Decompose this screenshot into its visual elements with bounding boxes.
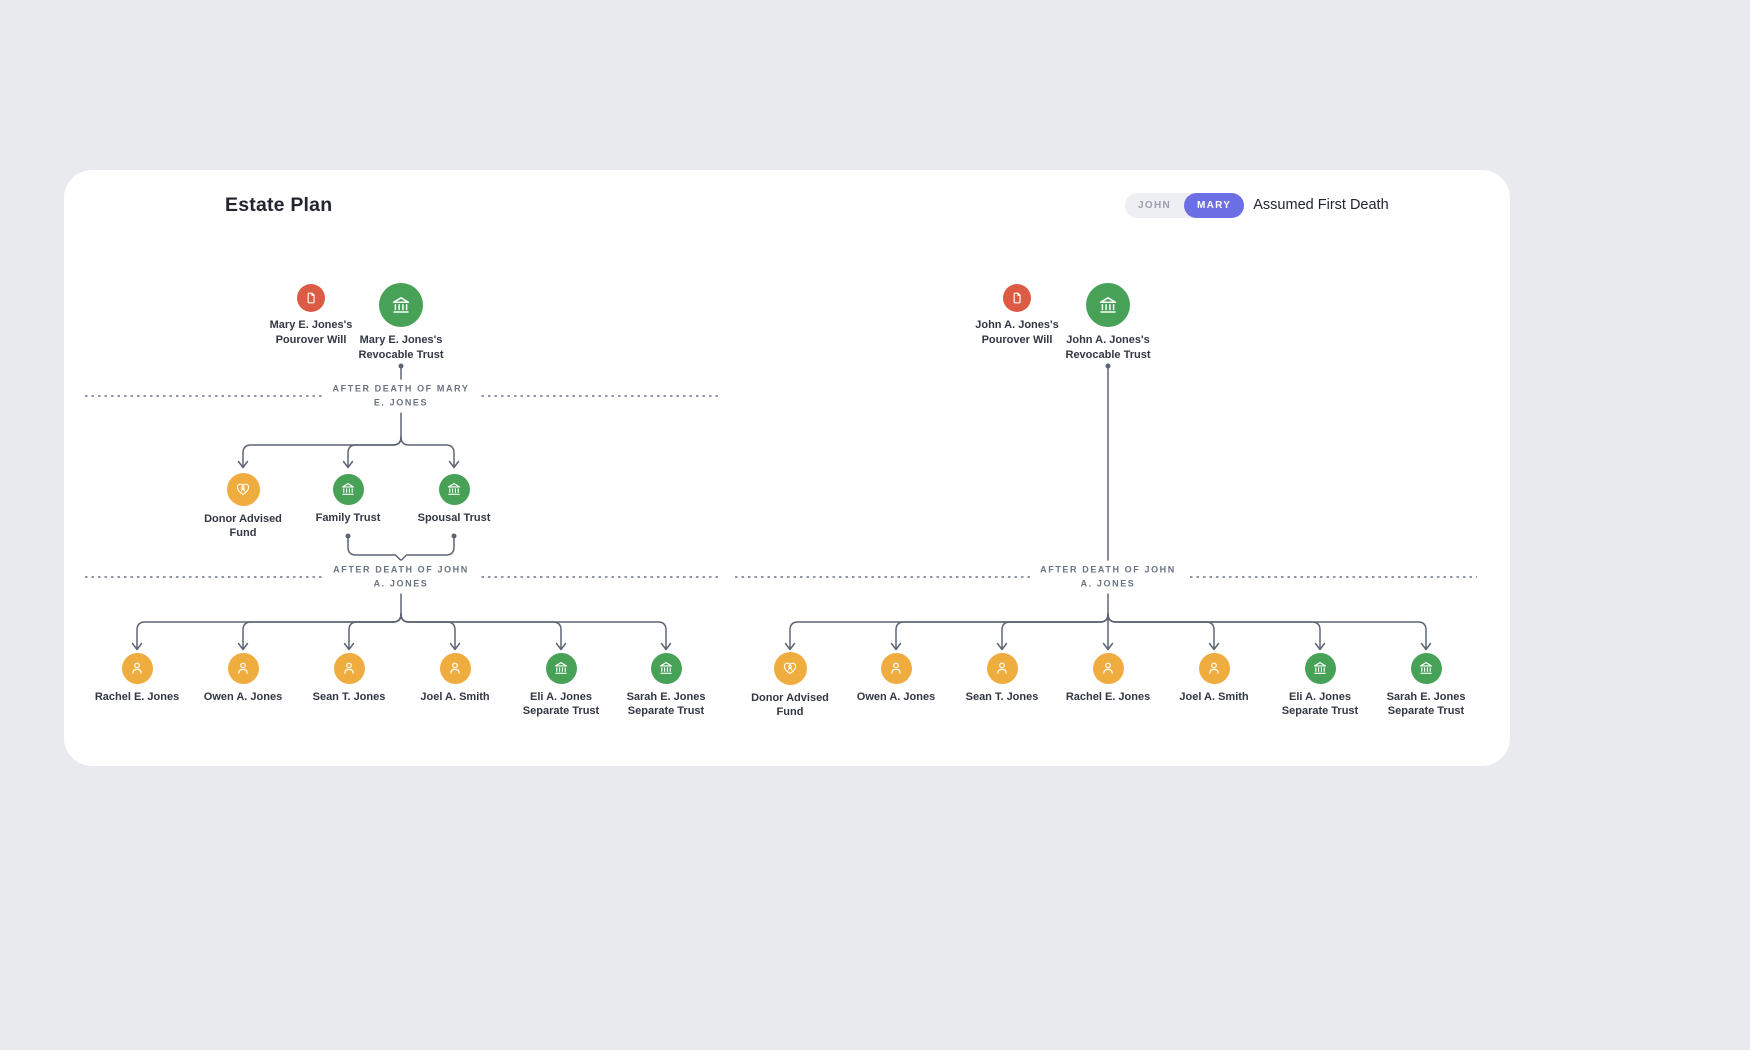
node-label: Rachel E. Jones [94,690,180,703]
node-owen-a-jones-john-tree[interactable]: Owen A. Jones [826,652,966,705]
bank-icon [650,652,682,684]
node-sarah-e-jones-separate-trust-mary-tree[interactable]: Sarah E. Jones Separate Trust [596,652,736,720]
node-eli-a-jones-separate-trust-mary-tree[interactable]: Eli A. Jones Separate Trust [491,652,631,720]
bank-icon [332,473,364,505]
node-label: Donor Advised Fund [751,691,829,719]
node-label: Sean T. Jones [312,690,386,703]
node-label: Owen A. Jones [203,690,283,703]
section-label-after-death-of-mary: AFTER DEATH OF MARY E. JONES [322,379,480,413]
person-icon [1198,652,1230,684]
person-icon [986,652,1018,684]
page-title: Estate Plan [225,194,333,216]
node-label: Donor Advised Fund [204,512,282,540]
node-john-pourover-will[interactable]: John A. Jones's Pourover Will [947,284,1087,348]
node-donor-advised-fund-mary-tree[interactable]: Donor Advised Fund [173,472,313,542]
node-label: Mary E. Jones's Revocable Trust [358,334,444,361]
node-sarah-e-jones-separate-trust-john-tree[interactable]: Sarah E. Jones Separate Trust [1356,652,1496,720]
node-label: Joel A. Smith [420,690,490,703]
node-sean-t-jones-mary-tree[interactable]: Sean T. Jones [279,652,419,705]
node-mary-pourover-will[interactable]: Mary E. Jones's Pourover Will [241,284,381,348]
first-death-toggle: JOHN MARY [1125,192,1245,218]
heart-donor-icon [773,651,807,685]
node-label: Joel A. Smith [1179,690,1249,703]
bank-icon [438,473,470,505]
toggle-option-john[interactable]: JOHN [1125,193,1184,218]
node-label: Family Trust [315,511,381,524]
node-label: Eli A. Jones Separate Trust [522,690,600,718]
node-label: John A. Jones's Revocable Trust [1065,334,1151,361]
node-label: Mary E. Jones's Pourover Will [269,319,353,346]
node-mary-revocable-trust[interactable]: Mary E. Jones's Revocable Trust [331,283,471,363]
node-label: Rachel E. Jones [1065,690,1151,703]
bank-icon [545,652,577,684]
bank-icon [1086,283,1130,327]
node-joel-a-smith-john-tree[interactable]: Joel A. Smith [1144,652,1284,705]
first-death-toggle-row: JOHN MARY Assumed First Death [1125,192,1389,218]
section-label-after-death-of-john-left: AFTER DEATH OF JOHN A. JONES [323,560,479,594]
node-eli-a-jones-separate-trust-john-tree[interactable]: Eli A. Jones Separate Trust [1250,652,1390,720]
person-icon [121,652,153,684]
node-donor-advised-fund-john-tree[interactable]: Donor Advised Fund [720,651,860,721]
node-label: Sarah E. Jones Separate Trust [626,690,706,718]
bank-icon [379,283,423,327]
heart-donor-icon [226,472,260,506]
document-icon [297,284,325,312]
person-icon [333,652,365,684]
node-label: Sarah E. Jones Separate Trust [1386,690,1466,718]
node-label: Eli A. Jones Separate Trust [1281,690,1359,718]
node-label: Sean T. Jones [965,690,1039,703]
node-sean-t-jones-john-tree[interactable]: Sean T. Jones [932,652,1072,705]
node-john-revocable-trust[interactable]: John A. Jones's Revocable Trust [1038,283,1178,363]
node-rachel-e-jones-john-tree[interactable]: Rachel E. Jones [1038,652,1178,705]
toggle-caption: Assumed First Death [1253,197,1389,213]
node-family-trust[interactable]: Family Trust [278,473,418,526]
person-icon [439,652,471,684]
bank-icon [1410,652,1442,684]
person-icon [880,652,912,684]
node-joel-a-smith-mary-tree[interactable]: Joel A. Smith [385,652,525,705]
node-owen-a-jones-mary-tree[interactable]: Owen A. Jones [173,652,313,705]
node-rachel-e-jones-mary-tree[interactable]: Rachel E. Jones [67,652,207,705]
person-icon [1092,652,1124,684]
toggle-option-mary[interactable]: MARY [1183,192,1245,218]
node-label: Spousal Trust [417,511,491,524]
document-icon [1003,284,1031,312]
node-label: John A. Jones's Pourover Will [975,319,1059,346]
node-label: Owen A. Jones [856,690,936,703]
bank-icon [1304,652,1336,684]
section-label-after-death-of-john-right: AFTER DEATH OF JOHN A. JONES [1030,560,1186,594]
person-icon [227,652,259,684]
node-spousal-trust[interactable]: Spousal Trust [384,473,524,526]
